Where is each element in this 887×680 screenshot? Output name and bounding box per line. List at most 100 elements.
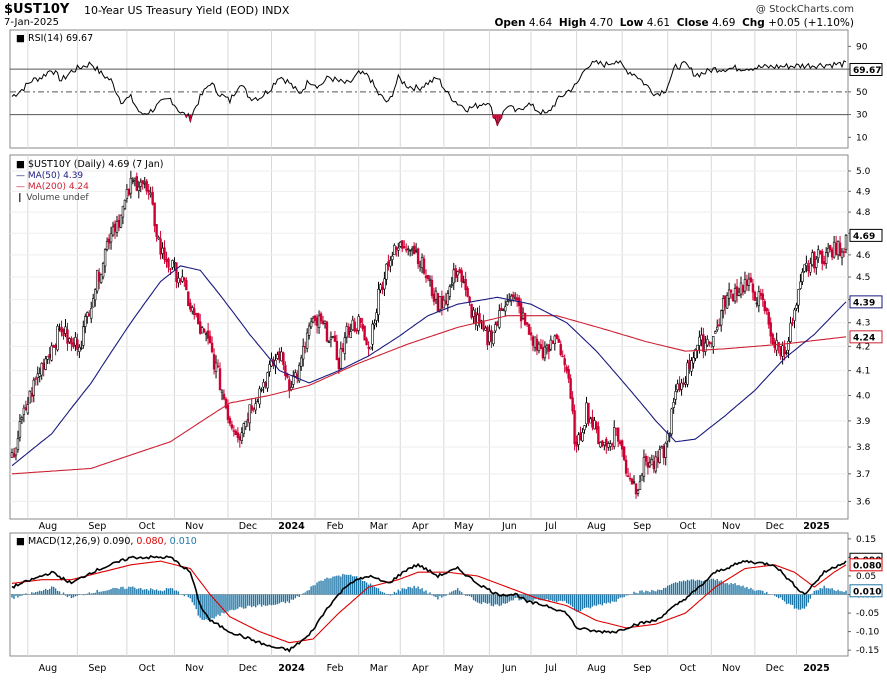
candle-body [662, 445, 665, 458]
candle-body [30, 392, 34, 397]
candle-body [292, 375, 295, 385]
price-tick-8: 4.2 [856, 342, 870, 352]
candle-body [430, 279, 434, 296]
candle-body [200, 327, 204, 334]
time-axis-bottom: Aug Sep Oct Nov Dec 2024 Feb Mar Apr May Jun Jul Aug… [39, 663, 830, 674]
candle-body [371, 323, 374, 345]
candle-body [811, 252, 814, 266]
candle-body [678, 383, 681, 391]
candle-body [42, 362, 45, 370]
candle-body [389, 260, 392, 267]
candle-body [565, 366, 568, 372]
candle-body [418, 264, 422, 268]
candle-body [611, 443, 614, 445]
candle-body [349, 331, 352, 338]
bottom-axis-label-4: Dec [239, 663, 257, 674]
candle-body [555, 334, 558, 340]
candle-body [311, 317, 315, 323]
hist-current-tag-box [849, 584, 883, 598]
candle-body [187, 291, 190, 307]
candle-body [127, 189, 131, 196]
chart-symbol: $UST10Y [4, 2, 70, 17]
candle-body [153, 202, 156, 227]
price-current-tag-box [849, 228, 883, 242]
candle-body [46, 355, 49, 360]
candle-body [585, 402, 588, 425]
bottom-axis-label-6: Feb [327, 663, 344, 674]
rsi-frame [9, 29, 849, 149]
candle-body [638, 481, 642, 490]
candle-body [117, 219, 121, 228]
candle-body [747, 278, 751, 286]
candle-body [60, 326, 63, 333]
rsi-legend: ■ RSI(14) 69.67 [16, 33, 93, 44]
candle-body [345, 326, 348, 338]
candle-body [616, 427, 620, 442]
candle-body [381, 287, 384, 290]
candle-body [508, 300, 511, 303]
candle-body [674, 391, 677, 400]
candle-body [446, 293, 450, 305]
candle-body [40, 363, 43, 376]
candle-body [636, 490, 640, 494]
candle-body [410, 248, 414, 251]
candle-body [300, 357, 303, 367]
candle-body [779, 346, 782, 357]
candle-body [151, 192, 154, 205]
candle-body [244, 420, 247, 427]
candle-body [171, 260, 174, 268]
candle-body [466, 287, 469, 297]
candle-body [488, 330, 491, 343]
candle-body [105, 241, 109, 250]
candle-body [139, 181, 142, 187]
candle-body [795, 304, 798, 309]
candle-body [769, 322, 772, 337]
candle-body [607, 443, 610, 448]
candle-body [173, 261, 176, 264]
price-tick-2: 4.8 [856, 208, 871, 218]
candle-body [50, 345, 53, 361]
candle-body [755, 302, 759, 305]
candle-body [797, 289, 800, 306]
candle-body [838, 242, 842, 256]
time-axis-middle: Aug Sep Oct Nov Dec 2024 Feb Mar Apr May Jun Jul Aug… [39, 521, 830, 532]
candle-body [323, 320, 327, 324]
bottom-axis-label-13: Sep [633, 663, 651, 674]
mid-axis-label-5: 2024 [278, 521, 305, 532]
candle-body [137, 186, 140, 191]
candle-body [76, 339, 79, 350]
candle-body [531, 336, 535, 346]
candle-body [197, 313, 200, 325]
bottom-axis-label-5: 2024 [278, 663, 305, 674]
candle-body [212, 354, 216, 370]
candle-body [218, 368, 222, 391]
candle-body [420, 257, 424, 269]
chart-instrument-name: 10-Year US Treasury Yield (EOD) INDX [84, 4, 289, 17]
candle-body [765, 308, 768, 312]
candle-body [498, 310, 501, 328]
candle-body [210, 342, 214, 353]
candle-body [826, 247, 830, 254]
candle-body [442, 299, 446, 309]
rsi-tick-2: 50 [856, 88, 868, 98]
candle-body [48, 354, 51, 358]
candle-body [486, 326, 489, 346]
candle-body [141, 180, 144, 184]
candle-body [729, 289, 733, 293]
candle-body [510, 295, 513, 301]
candle-body [38, 373, 41, 377]
candle-body [155, 224, 158, 237]
candle-body [288, 379, 291, 392]
candle-body [428, 278, 432, 281]
candle-body [648, 462, 652, 467]
price-panel: 5.04.94.84.74.64.54.44.34.24.14.03.93.83… [9, 154, 883, 520]
candle-body [183, 277, 186, 281]
candle-body [361, 324, 364, 329]
candle-body [111, 226, 115, 236]
candle-body [805, 262, 808, 266]
price-tick-5: 4.5 [856, 273, 870, 283]
rsi-line [11, 59, 847, 127]
candle-body [167, 258, 170, 268]
candle-body [714, 331, 717, 334]
